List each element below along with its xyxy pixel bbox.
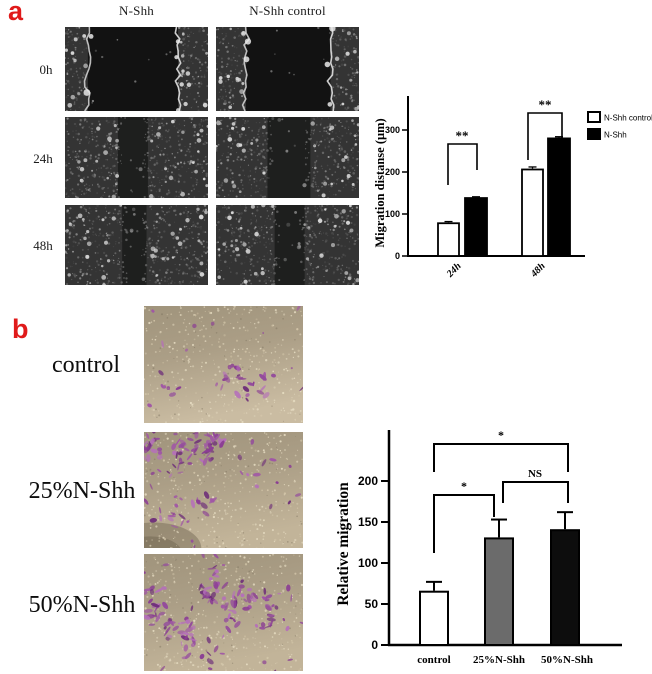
significance-label: *	[461, 479, 467, 493]
y-tick-label: 100	[358, 556, 378, 570]
micrograph-image	[214, 202, 361, 287]
legend-swatch	[587, 128, 601, 140]
micrograph-image	[64, 25, 209, 113]
significance-label: *	[498, 428, 504, 442]
panel-b-row-label-control: control	[52, 352, 120, 378]
micrograph-image	[143, 303, 306, 424]
y-tick-label: 150	[358, 515, 378, 529]
bar-n-shh-24h	[464, 197, 488, 257]
micrograph-transwell-control	[143, 303, 306, 424]
panel-a-col-header-nshh-control: N-Shh control	[249, 3, 326, 18]
bar-chart-b: 0 50 100 150 200 Relative migration control 25%…	[335, 428, 622, 666]
chart-migration-distance: 0 100 200 300 Migration distanse (μm) 24h 48h N…	[372, 88, 652, 288]
significance-bracket	[433, 443, 569, 472]
chart-relative-migration: 0 50 100 150 200 Relative migration control 25%…	[330, 418, 640, 674]
panel-a-row-label-0h: 0h	[39, 62, 53, 77]
y-tick-label: 300	[385, 125, 400, 135]
bar-25-n-shh	[484, 537, 514, 646]
bar-n-shh-control-24h	[437, 222, 460, 257]
panel-a-label: a	[8, 0, 24, 26]
y-tick-label: 200	[358, 474, 378, 488]
y-tick-label: 200	[385, 167, 400, 177]
y-tick-label: 50	[365, 597, 379, 611]
micrograph-scratch-0h-nshh-control	[215, 25, 362, 112]
x-tick-label: 48h	[528, 261, 548, 281]
micrograph-image	[64, 116, 210, 200]
micrograph-scratch-24h-nshh	[64, 116, 210, 200]
panel-a-row-label-24h: 24h	[33, 151, 53, 166]
micrograph-scratch-24h-nshh-control	[214, 116, 361, 200]
y-tick-label: 100	[385, 209, 400, 219]
panel-b-label: b	[12, 314, 29, 344]
significance-bracket	[527, 112, 563, 160]
significance-bracket	[502, 481, 569, 503]
micrograph-transwell-50-nshh	[142, 551, 305, 672]
y-axis-label: Relative migration	[335, 482, 352, 606]
micrograph-scratch-48h-nshh-control	[214, 202, 361, 287]
micrograph-scratch-48h-nshh	[64, 203, 210, 287]
micrograph-transwell-25-nshh	[105, 427, 304, 574]
x-tick-label: control	[417, 654, 450, 666]
x-tick-label: 25%N-Shh	[473, 654, 525, 666]
legend-swatch	[587, 111, 601, 123]
significance-label: **	[539, 97, 552, 112]
legend-label: N-Shh control	[604, 114, 652, 123]
micrograph-image	[64, 203, 210, 287]
significance-bracket	[447, 143, 478, 185]
y-tick-label: 0	[371, 638, 378, 652]
y-axis-label: Migration distanse (μm)	[373, 118, 387, 247]
panel-b-row-label-50-nshh: 50%N-Shh	[28, 592, 136, 618]
micrograph-image	[142, 551, 305, 672]
x-tick-label: 50%N-Shh	[541, 654, 593, 666]
panel-a-col-header-nshh: N-Shh	[119, 3, 154, 18]
significance-bracket	[433, 494, 495, 553]
bar-n-shh-48h	[547, 137, 571, 257]
legend-label: N-Shh	[604, 131, 627, 140]
micrograph-image	[215, 25, 362, 112]
micrograph-scratch-0h-nshh	[64, 25, 209, 113]
micrograph-image	[214, 116, 361, 200]
bar-50-n-shh	[550, 529, 580, 646]
y-tick-label: 0	[395, 251, 400, 261]
panel-a-row-label-48h: 48h	[33, 238, 53, 253]
panel-b-row-label-25-nshh: 25%N-Shh	[28, 478, 136, 504]
bar-control	[419, 590, 449, 646]
significance-label: NS	[528, 468, 542, 480]
bar-n-shh-control-48h	[521, 168, 544, 257]
significance-label: **	[456, 128, 469, 143]
x-tick-label: 24h	[444, 261, 464, 281]
micrograph-image	[105, 427, 304, 574]
